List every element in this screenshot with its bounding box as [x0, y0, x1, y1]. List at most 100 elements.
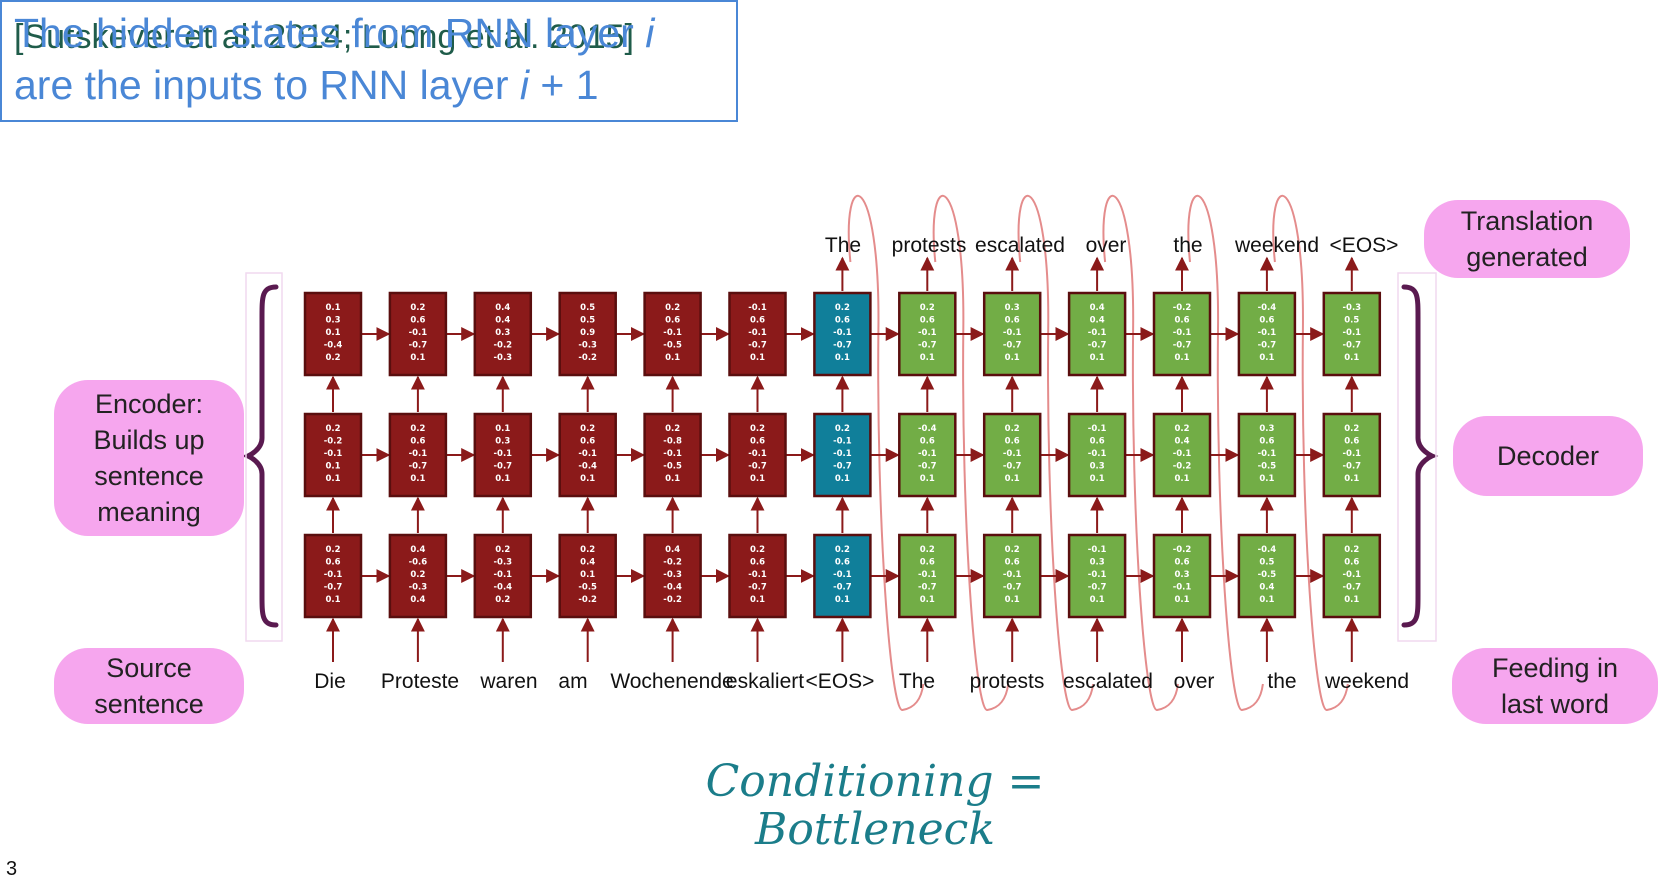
cell-value: 0.3	[1259, 424, 1274, 434]
cell-value: -0.7	[833, 341, 852, 351]
cell-value: -0.1	[1088, 570, 1107, 580]
cell-value: 0.1	[580, 474, 595, 484]
cell-value: 0.2	[410, 570, 425, 580]
feeding-last-word-label: Feeding in last word	[1452, 648, 1658, 724]
cell-value: 0.1	[1259, 353, 1274, 363]
cell-value: -0.1	[748, 570, 767, 580]
cell-value: 0.1	[1174, 474, 1189, 484]
cell-value: -0.3	[578, 341, 597, 351]
encoder-cell: 0.2 0.6 -0.1 -0.7 0.1	[303, 533, 363, 619]
cell-value: 0.1	[1344, 474, 1359, 484]
cell-value: 0.6	[835, 558, 850, 568]
cell-value: 0.1	[495, 424, 510, 434]
input-word: <EOS>	[806, 670, 875, 693]
cell-value: 0.1	[1090, 474, 1105, 484]
cell-value: 0.5	[580, 303, 595, 313]
cell-value: 0.1	[1005, 595, 1020, 605]
cell-value: -0.7	[918, 462, 937, 472]
cell-value: -0.2	[1173, 303, 1192, 313]
cell-value: 0.3	[1090, 558, 1105, 568]
cell-value: -0.2	[663, 558, 682, 568]
cell-value: 0.1	[1344, 353, 1359, 363]
cell-value: 0.2	[325, 424, 340, 434]
cell-value: -0.5	[1258, 462, 1277, 472]
cell-value: -0.1	[1258, 328, 1277, 338]
cell-value: -0.7	[1173, 341, 1192, 351]
cell-value: -0.7	[1343, 583, 1362, 593]
output-word: weekend	[1234, 234, 1319, 257]
cell-value: 0.2	[920, 545, 935, 555]
cell-value: 0.1	[1259, 595, 1274, 605]
cell-value: -0.5	[663, 462, 682, 472]
cell-value: 0.1	[750, 353, 765, 363]
cell-value: 0.6	[665, 316, 680, 326]
translation-generated-label: Translation generated	[1424, 200, 1630, 278]
cell-value: -0.1	[324, 570, 343, 580]
cell-value: -0.7	[1088, 583, 1107, 593]
cell-value: 0.2	[750, 545, 765, 555]
feedback-loops	[847, 194, 1349, 712]
decoder-cell: 0.2 0.6 -0.1 -0.7 0.1	[1322, 533, 1382, 619]
cell-value: 0.6	[750, 437, 765, 447]
cell-value: 0.4	[495, 303, 510, 313]
cell-value: 0.1	[325, 474, 340, 484]
cell-value: -0.7	[494, 462, 513, 472]
cell-value: 0.4	[1174, 437, 1189, 447]
feedback-loop	[932, 194, 1010, 712]
cell-value: 0.1	[1174, 353, 1189, 363]
encoder-cell: 0.2 -0.3 -0.1 -0.4 0.2	[473, 533, 533, 619]
cell-value: 0.6	[750, 558, 765, 568]
decoder-cell: -0.4 0.5 -0.5 0.4 0.1	[1237, 533, 1297, 619]
cell-value: -0.1	[918, 328, 937, 338]
cell-value: 0.1	[325, 595, 340, 605]
cell-value: -0.7	[1258, 341, 1277, 351]
cell-value: -0.4	[663, 583, 682, 593]
cell-value: 0.1	[325, 303, 340, 313]
cell-value: -0.1	[1343, 328, 1362, 338]
cell-value: -0.1	[409, 328, 428, 338]
cell-value: -0.1	[748, 328, 767, 338]
cell-value: -0.1	[1088, 328, 1107, 338]
input-word: eskaliert	[726, 670, 804, 693]
decoder-cell: -0.4 0.6 -0.1 -0.7 0.1	[1237, 291, 1297, 377]
cell-value: 0.1	[750, 595, 765, 605]
cell-value: 0.6	[325, 558, 340, 568]
cell-value: 0.6	[580, 437, 595, 447]
cell-value: -0.7	[748, 583, 767, 593]
cell-value: 0.2	[325, 545, 340, 555]
feedback-loop	[847, 194, 925, 712]
cell-value: -0.2	[324, 437, 343, 447]
decoder-cell: -0.2 0.6 -0.1 -0.7 0.1	[1152, 291, 1212, 377]
cell-value: -0.2	[1173, 545, 1192, 555]
cell-value: 0.6	[1005, 316, 1020, 326]
cell-value: 0.1	[1090, 353, 1105, 363]
cell-value: -0.7	[409, 462, 428, 472]
cell-value: -0.1	[833, 449, 852, 459]
cell-value: -0.4	[578, 462, 597, 472]
encoder-cell: 0.4 -0.2 -0.3 -0.4 -0.2	[643, 533, 702, 619]
cell-value: 0.5	[1259, 558, 1274, 568]
cell-value: -0.1	[748, 303, 767, 313]
encoder-cell: 0.2 0.6 -0.1 -0.7 0.1	[388, 291, 448, 377]
cell-value: 0.3	[495, 437, 510, 447]
cell-value: -0.1	[833, 437, 852, 447]
encoder-cell: 0.2 0.4 0.1 -0.5 -0.2	[558, 533, 617, 619]
input-word: waren	[479, 670, 537, 693]
cell-value: 0.4	[410, 595, 425, 605]
cell-value: 0.3	[325, 316, 340, 326]
callout-box: The hidden states from RNN layer i are t…	[0, 0, 738, 122]
decoder-cell: 0.2 0.6 -0.1 -0.7 0.1	[982, 412, 1042, 498]
cell-value: 0.6	[1344, 558, 1359, 568]
cell-value: 0.3	[1090, 462, 1105, 472]
cell-value: -0.4	[494, 583, 513, 593]
cell-value: 0.6	[1259, 437, 1274, 447]
cell-value: 0.4	[665, 545, 680, 555]
cell-value: 0.6	[1259, 316, 1274, 326]
cell-value: 0.6	[1174, 316, 1189, 326]
cell-value: 0.2	[410, 424, 425, 434]
cell-value: -0.7	[1343, 462, 1362, 472]
input-word: the	[1267, 670, 1296, 693]
feedback-loop	[1187, 194, 1264, 712]
cell-value: -0.5	[578, 583, 597, 593]
output-word: <EOS>	[1330, 234, 1399, 257]
